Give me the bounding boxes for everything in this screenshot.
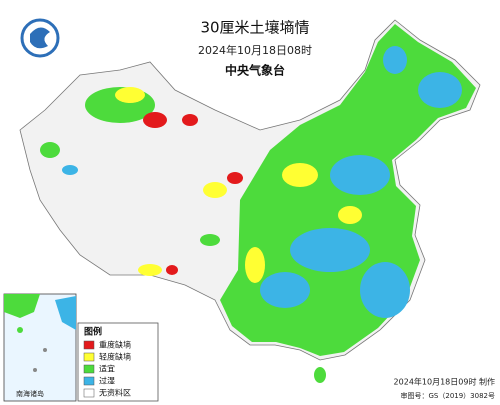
subtitle: 2024年10月18日08时: [198, 43, 312, 57]
inset-map: 南海诸岛: [3, 293, 77, 402]
legend-label: 轻度缺墒: [99, 352, 131, 362]
legend-swatch: [83, 388, 95, 398]
legend-label: 重度缺墒: [99, 340, 131, 350]
title: 30厘米土壤墒情: [200, 19, 309, 37]
legend-swatch: [83, 352, 95, 362]
legend-label: 无资料区: [99, 388, 131, 398]
legend-label: 过湿: [99, 376, 115, 386]
footer-approval: 审图号：GS（2019）3082号: [401, 391, 496, 400]
legend-label: 适宜: [99, 364, 115, 374]
footer-made: 2024年10月18日09时 制作: [394, 377, 495, 387]
legend-swatch: [83, 340, 95, 350]
moisture-zones: [40, 24, 476, 383]
agency: 中央气象台: [225, 63, 285, 78]
legend-swatch: [83, 364, 95, 374]
logo: [20, 18, 60, 58]
inset-label: 南海诸岛: [16, 389, 44, 398]
legend-swatch: [83, 376, 95, 386]
legend-title: 图例: [84, 326, 102, 338]
